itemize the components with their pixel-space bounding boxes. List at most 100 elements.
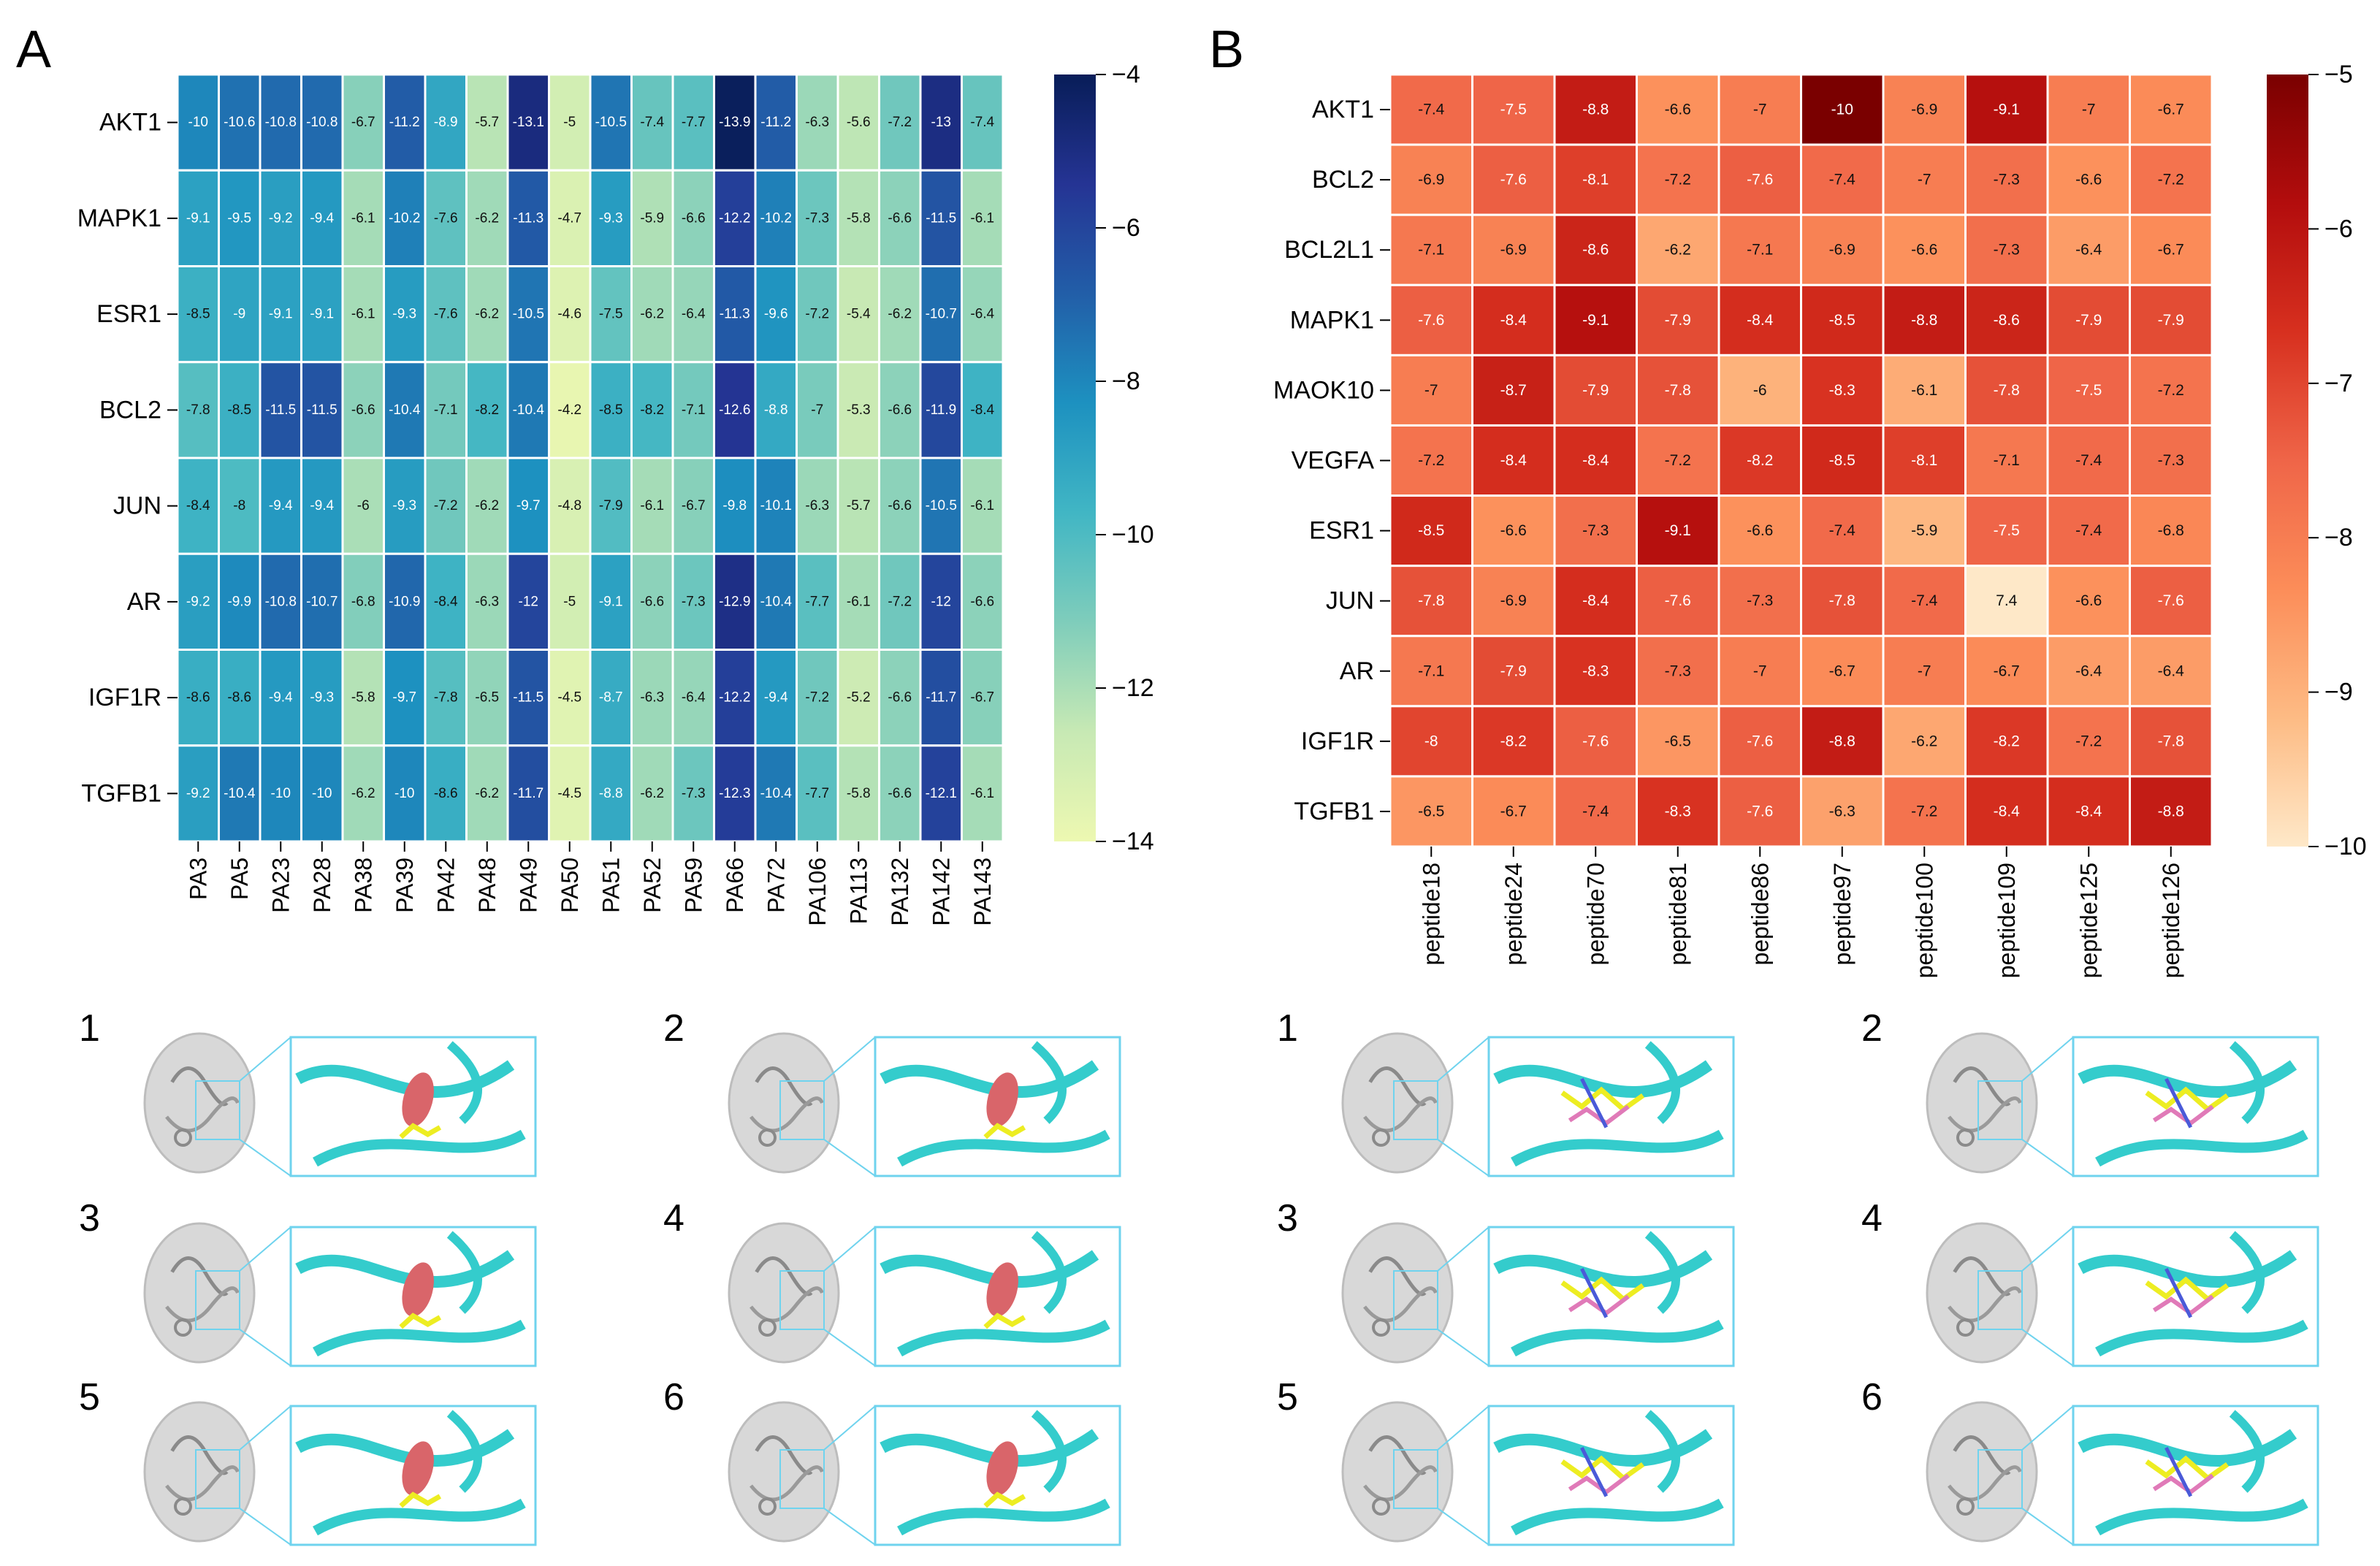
zoom-region [1977,1080,2023,1140]
heatmap-cell [961,744,1004,843]
cell-value: -6.7 [2158,102,2184,118]
cell-value: -6.7 [351,115,375,130]
docking-panel-number: 5 [79,1376,100,1418]
heatmap-cell [1389,635,1473,708]
cell-value: -9.1 [1582,312,1609,329]
heatmap-cell [2129,213,2213,286]
heatmap-cell [919,73,963,172]
protein-ribbon [750,1286,824,1323]
heatmap-cell [2129,73,2213,146]
cell-value: -11.3 [513,210,543,226]
protein-surface [1926,1401,2038,1543]
cell-value: -6.7 [682,498,706,513]
cell-value: -6.5 [475,690,499,706]
protein-cartoon [1031,1410,1067,1493]
column-label: PA132 [887,858,913,926]
cell-value: -6.1 [970,786,994,801]
protein-helix [1372,1497,1390,1516]
cell-value: -7.2 [1911,803,1937,820]
heatmap-cell [465,73,509,172]
protein-surface [1926,1222,2038,1364]
cell-value: -7.6 [1418,312,1444,329]
cell-value: -6.2 [1911,733,1937,749]
cell-value: -11.5 [513,690,543,706]
cell-value: -10.1 [760,498,792,513]
cell-value: -8 [233,498,245,513]
cell-value: -9.8 [722,498,747,513]
cell-value: -6 [357,498,370,513]
cell-value: -9.1 [1665,522,1691,539]
cell-value: -8.4 [970,402,994,418]
heatmap-cell [1471,494,1556,568]
heatmap-cell [1471,424,1556,497]
colorbar-tick-label: −8 [1112,367,1140,395]
ligand [2145,1455,2230,1482]
cell-value: -7 [811,402,823,418]
heatmap-cell [1389,354,1473,427]
heatmap-cell [259,649,302,747]
zoom-region [1393,1080,1438,1140]
heatmap-cell [836,73,880,172]
cell-value: -6.5 [1418,803,1444,820]
heatmap-cell [1717,775,1802,848]
cell-value: -7.4 [1911,592,1938,609]
heatmap-cell [1471,775,1556,848]
zoom-connector [1437,1139,1490,1177]
colorbar-tick-label: −12 [1112,674,1154,702]
cell-value: -7.2 [805,307,829,322]
protein-cartoon [897,1129,1110,1167]
cell-value: -10.4 [760,594,793,609]
heatmap-cell [506,744,550,843]
heatmap-cell [2129,494,2213,568]
heatmap-cell [259,361,302,459]
cell-value: -6.6 [351,402,375,418]
zoom-connector [239,1226,291,1272]
heatmap-cell [754,552,798,651]
docking-panel-number: 4 [1861,1197,1883,1240]
cell-value: -11.5 [307,402,337,418]
cell-value: -6.3 [640,690,664,706]
column-label: peptide18 [1418,863,1444,966]
cell-value: -6.3 [805,498,829,513]
cell-value: -6.9 [1418,172,1444,188]
protein-cartoon [313,1319,526,1357]
heatmap-cell [754,649,798,747]
protein-cartoon [897,1498,1110,1536]
cell-value: -7.9 [1582,382,1609,399]
ligand [1580,1446,1609,1497]
heatmap-cell [589,552,633,651]
heatmap-cell [383,744,427,843]
cell-value: -5.3 [847,402,871,418]
protein-cartoon [1511,1129,1724,1167]
cell-value: -7.3 [1665,662,1691,679]
docking-panel-number: 6 [1861,1376,1883,1418]
column-label: PA28 [309,858,335,913]
colorbar-b: −5 −6 −7 −8 −9 −10 [2267,61,2367,860]
cell-value: -7.7 [682,115,706,130]
cell-value: -9.4 [764,690,788,706]
row-label: MAPK1 [77,205,161,232]
cell-value: -7.2 [888,594,912,609]
cell-value: -7.5 [2075,382,2102,399]
heatmap-cell [1717,705,1802,778]
protein-ribbon [1363,1286,1438,1323]
zoom-connector [2021,1036,2074,1082]
heatmap-cell [630,649,674,747]
zoom-connector [823,1036,876,1082]
zoom-connector [823,1508,876,1546]
cell-value: -7.4 [970,115,994,130]
cell-value: -11.9 [926,402,956,418]
cell-value: -4.5 [557,690,581,706]
cell-value: -7.3 [1994,242,2020,259]
cell-value: -6.2 [475,307,499,322]
heatmap-cell [2129,565,2213,638]
cell-value: -4.2 [557,402,581,418]
cell-value: -7.9 [2075,312,2102,329]
heatmap-cell [2129,354,2213,427]
cell-value: -6.7 [1994,662,2020,679]
cell-value: -6.9 [1500,242,1527,259]
heatmap-cell [630,457,674,555]
binding-pocket [402,1072,434,1127]
ligand [1580,1077,1609,1128]
cell-value: -9.3 [310,690,334,706]
